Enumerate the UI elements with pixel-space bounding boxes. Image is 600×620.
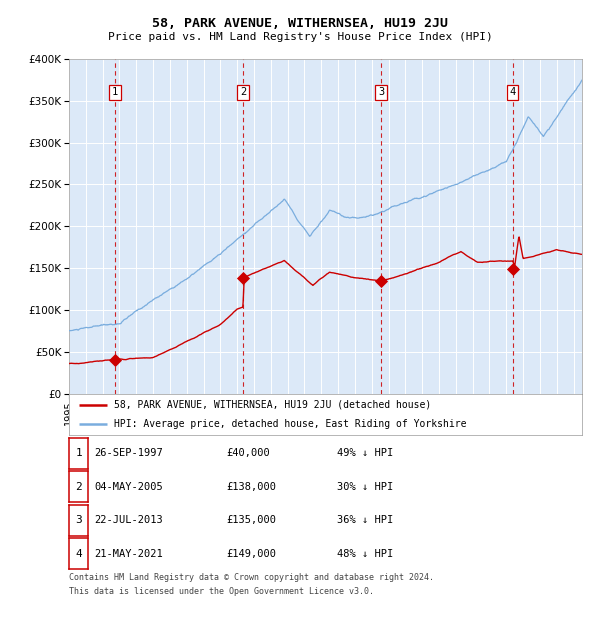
Point — [110, 355, 120, 365]
Text: This data is licensed under the Open Government Licence v3.0.: This data is licensed under the Open Gov… — [69, 587, 374, 596]
Text: HPI: Average price, detached house, East Riding of Yorkshire: HPI: Average price, detached house, East… — [114, 419, 467, 429]
Text: Price paid vs. HM Land Registry's House Price Index (HPI): Price paid vs. HM Land Registry's House … — [107, 32, 493, 42]
Text: 2: 2 — [75, 482, 82, 492]
Text: £149,000: £149,000 — [226, 549, 276, 559]
Point — [508, 264, 518, 274]
Text: 30% ↓ HPI: 30% ↓ HPI — [337, 482, 394, 492]
Point — [376, 276, 386, 286]
Text: 4: 4 — [75, 549, 82, 559]
Text: 48% ↓ HPI: 48% ↓ HPI — [337, 549, 394, 559]
Text: 49% ↓ HPI: 49% ↓ HPI — [337, 448, 394, 458]
Text: 3: 3 — [75, 515, 82, 525]
Text: 58, PARK AVENUE, WITHERNSEA, HU19 2JU: 58, PARK AVENUE, WITHERNSEA, HU19 2JU — [152, 17, 448, 30]
Text: £40,000: £40,000 — [226, 448, 270, 458]
Point — [238, 273, 248, 283]
Text: 26-SEP-1997: 26-SEP-1997 — [94, 448, 163, 458]
Text: 4: 4 — [509, 87, 516, 97]
Text: 1: 1 — [112, 87, 118, 97]
Text: £138,000: £138,000 — [226, 482, 276, 492]
Text: 2: 2 — [240, 87, 246, 97]
Text: 36% ↓ HPI: 36% ↓ HPI — [337, 515, 394, 525]
Text: Contains HM Land Registry data © Crown copyright and database right 2024.: Contains HM Land Registry data © Crown c… — [69, 573, 434, 582]
Text: 58, PARK AVENUE, WITHERNSEA, HU19 2JU (detached house): 58, PARK AVENUE, WITHERNSEA, HU19 2JU (d… — [114, 400, 431, 410]
Text: 22-JUL-2013: 22-JUL-2013 — [94, 515, 163, 525]
Text: 1: 1 — [75, 448, 82, 458]
Text: 21-MAY-2021: 21-MAY-2021 — [94, 549, 163, 559]
Text: 3: 3 — [378, 87, 384, 97]
Text: £135,000: £135,000 — [226, 515, 276, 525]
Text: 04-MAY-2005: 04-MAY-2005 — [94, 482, 163, 492]
